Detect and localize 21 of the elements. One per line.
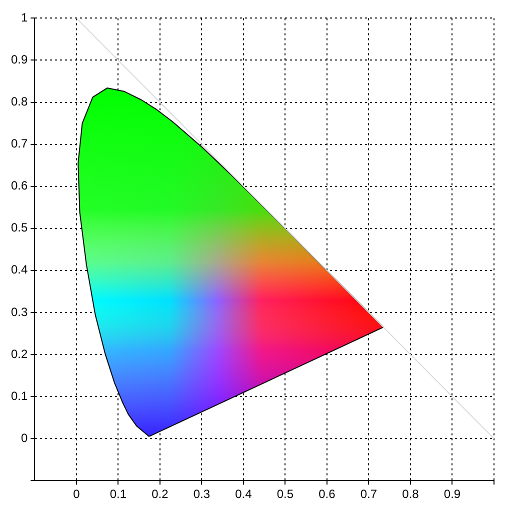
x-tick-label: 0 — [73, 487, 80, 502]
y-tick-label: 0.2 — [10, 346, 28, 361]
x-tick-label: 0.4 — [235, 487, 252, 502]
y-tick-label: 0 — [20, 430, 28, 445]
y-tick-label: 1 — [20, 10, 28, 25]
y-tick-label: 0.4 — [10, 262, 28, 277]
x-tick-label: 0.2 — [152, 487, 169, 502]
y-tick-label: 0.8 — [10, 94, 28, 109]
y-tick-label: 0.1 — [10, 388, 28, 403]
x-tick-label: 0.8 — [402, 487, 420, 502]
x-tick-label: 0.5 — [276, 487, 294, 502]
y-tick-label: 0.9 — [10, 52, 28, 67]
y-tick-label: 0.6 — [10, 178, 28, 193]
x-tick-label: 0.6 — [318, 487, 336, 502]
x-tick-label: 0.7 — [360, 487, 378, 502]
y-tick-label: 0.7 — [10, 136, 28, 151]
x-tick-label: 0.3 — [193, 487, 210, 502]
x-tick-label: 0.9 — [444, 487, 461, 502]
y-tick-label: 0.3 — [10, 304, 28, 319]
y-tick-label: 0.5 — [10, 220, 28, 235]
x-tick-label: 0.1 — [110, 487, 127, 502]
